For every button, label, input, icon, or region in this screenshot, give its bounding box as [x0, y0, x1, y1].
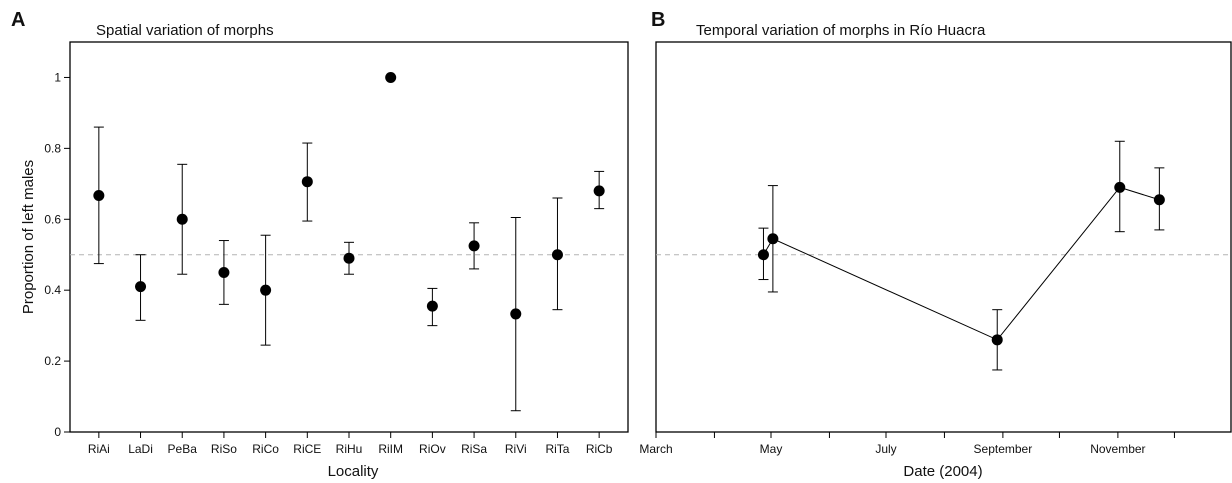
panel-a-y-tick-label: 0.8: [44, 141, 61, 155]
panel-b-data-point: [1153, 194, 1165, 206]
panel-a-data-point: [301, 176, 313, 188]
panel-b-x-tick-label: November: [1090, 442, 1145, 456]
panel-a-data-point: [426, 300, 438, 312]
panel-b-letter: B: [651, 9, 665, 31]
panel-a-x-tick-label: RiAi: [88, 442, 110, 456]
panel-a-x-tick-label: RiCb: [586, 442, 613, 456]
panel-a-x-tick-label: RiSa: [461, 442, 487, 456]
panel-a-x-tick-label: RiTa: [545, 442, 569, 456]
panel-a-data-point: [135, 281, 147, 293]
panel-b-marks: March May July September November: [639, 140, 1231, 456]
panel-b-title: Temporal variation of morphs in Río Huac…: [696, 22, 986, 39]
panel-a-ylabel: Proportion of left males: [20, 160, 37, 314]
panel-a-data-point: [260, 284, 272, 296]
panel-b-data-point: [1114, 181, 1126, 193]
panel-b-xlabel: Date (2004): [903, 463, 982, 480]
panel-a-data-point: [385, 71, 397, 83]
panel-a-y-tick-label: 0.6: [44, 212, 61, 226]
panel-b: B Temporal variation of morphs in Río Hu…: [651, 9, 1232, 480]
panel-b-x-tick-label: July: [875, 442, 896, 456]
panel-a-x-tick-label: PeBa: [168, 442, 198, 456]
panel-b-plot-frame: [655, 41, 1232, 433]
panel-a-plot-frame: [69, 41, 629, 433]
panel-b-data-point: [757, 249, 769, 261]
panel-a-x-tick-label: RiIM: [378, 442, 403, 456]
panel-a-data-point: [343, 252, 355, 264]
panel-b-series-line: [763, 186, 1160, 341]
panel-b-x-tick-label: May: [760, 442, 783, 456]
panel-a-y-tick-label: 1: [54, 70, 61, 84]
panel-a-data-point: [176, 213, 188, 225]
panel-a-x-tick-label: RiHu: [336, 442, 363, 456]
panel-a-x-tick-label: RiSo: [211, 442, 237, 456]
panel-a-x-tick-label: RiCo: [252, 442, 279, 456]
panel-b-data-point: [767, 233, 779, 245]
panel-a-data-point: [468, 240, 480, 252]
panel-a-data-point: [551, 249, 563, 261]
panel-a-x-tick-label: LaDi: [128, 442, 153, 456]
panel-a-x-tick-label: RiVi: [505, 442, 527, 456]
panel-b-x-tick-label: March: [639, 442, 672, 456]
panel-a-data-point: [218, 266, 230, 278]
panel-a-y-tick-label: 0.4: [44, 283, 61, 297]
panel-a-xlabel: Locality: [328, 463, 379, 480]
panel-a-data-point: [593, 185, 605, 197]
panel-a-marks: 0 0.2 0.4 0.6 0.8 1 RiAi LaDi PeBa RiSo RiCo RiCE Ri…: [44, 70, 628, 456]
panel-a-x-tick-label: RiOv: [419, 442, 446, 456]
panel-a-title: Spatial variation of morphs: [96, 22, 274, 39]
panel-a-letter: A: [11, 9, 25, 31]
panel-a-x-tick-label: RiCE: [293, 442, 321, 456]
panel-a-y-tick-label: 0: [54, 425, 61, 439]
panel-b-x-tick-label: September: [974, 442, 1033, 456]
panel-a-data-point: [93, 190, 105, 202]
panel-a-data-point: [510, 308, 522, 320]
panel-a: A Spatial variation of morphs Locality P…: [11, 9, 629, 480]
panel-b-data-point: [991, 334, 1003, 346]
panel-a-y-tick-label: 0.2: [44, 354, 61, 368]
